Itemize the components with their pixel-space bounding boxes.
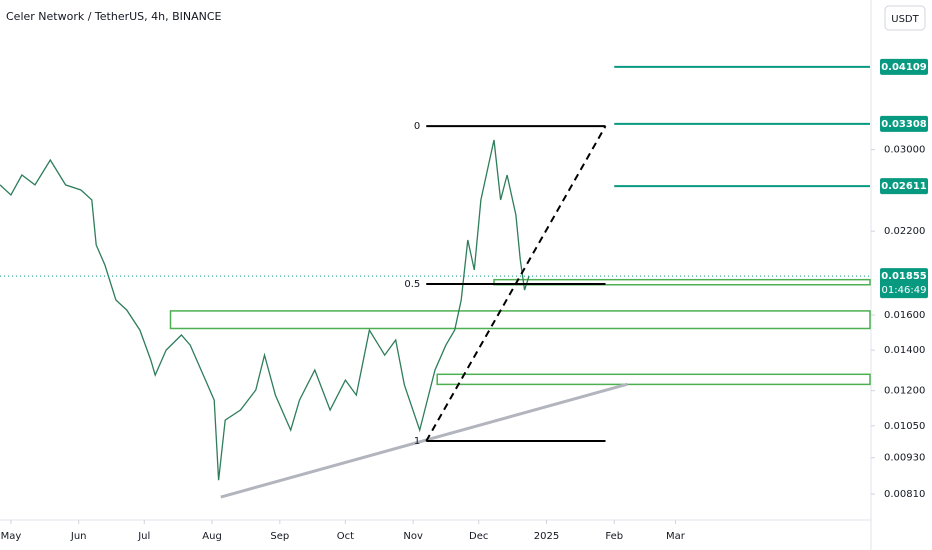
y-tick-label: 0.01400 <box>884 345 925 356</box>
x-tick-label: Nov <box>403 531 423 542</box>
chart-title: Celer Network / TetherUS, 4h, BINANCE <box>6 10 222 23</box>
fib-trend <box>425 125 607 442</box>
y-tick-label: 0.01200 <box>884 386 925 397</box>
x-tick-label: Jun <box>70 531 87 542</box>
y-tick-label: 0.00810 <box>884 489 925 500</box>
support-zone <box>436 373 871 386</box>
level-label: 0.02611 <box>881 181 927 192</box>
currency-button[interactable] <box>884 5 926 31</box>
fib-label: 0.5 <box>404 279 420 290</box>
x-tick-label: Dec <box>469 531 488 542</box>
support-zone <box>493 278 871 286</box>
level-label: 0.04109 <box>881 62 927 73</box>
x-tick-label: May <box>1 531 22 542</box>
price-line <box>0 139 530 481</box>
x-tick-label: Sep <box>270 531 289 542</box>
y-tick-label: 0.02200 <box>884 226 925 237</box>
level-badge <box>880 115 928 132</box>
last-price-label: 0.01855 <box>881 271 927 282</box>
countdown: 01:46:49 <box>882 285 927 296</box>
currency-label[interactable]: USDT <box>891 14 919 25</box>
fib-label: 0 <box>414 121 420 132</box>
fib-label: 1 <box>414 436 420 447</box>
x-tick-label: Jul <box>137 531 150 542</box>
y-tick-label: 0.01050 <box>884 421 925 432</box>
x-tick-label: 2025 <box>534 531 559 542</box>
x-tick-label: Aug <box>202 531 222 542</box>
level-label: 0.03308 <box>881 119 927 130</box>
y-tick-label: 0.01600 <box>884 310 925 321</box>
y-tick-label: 0.03000 <box>884 145 925 156</box>
x-tick-label: Oct <box>337 531 354 542</box>
x-tick-label: Mar <box>666 531 686 542</box>
trendline <box>220 382 628 499</box>
support-zone <box>169 310 871 330</box>
y-tick-label: 0.00930 <box>884 453 925 464</box>
level-badge <box>880 58 928 75</box>
x-tick-label: Feb <box>605 531 623 542</box>
last-price-badge <box>880 268 928 299</box>
level-badge <box>880 178 928 195</box>
